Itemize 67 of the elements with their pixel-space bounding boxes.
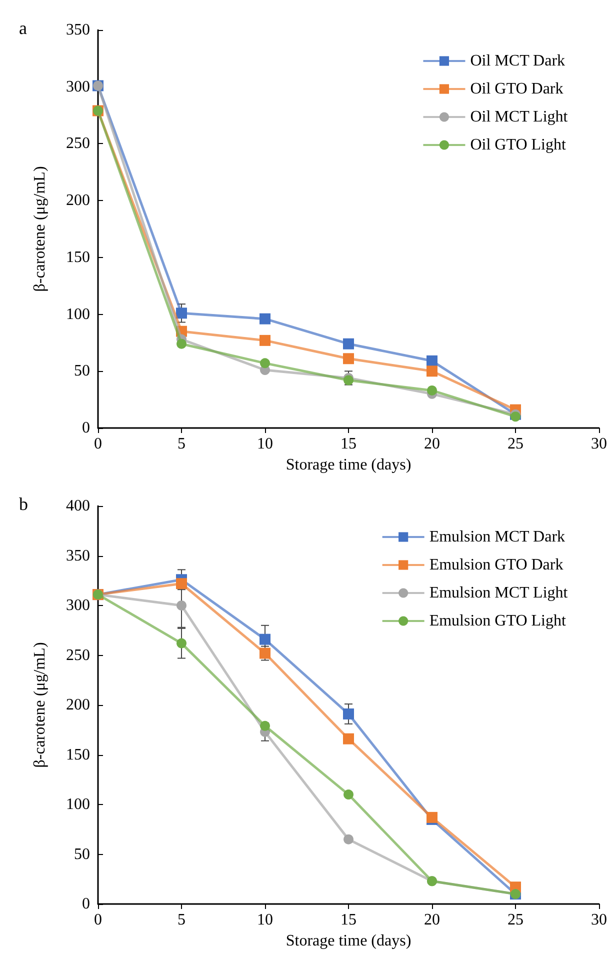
point	[343, 338, 354, 350]
legend-label: Emulsion MCT Light	[429, 584, 568, 602]
point	[344, 834, 354, 844]
legend-label: Emulsion GTO Light	[429, 612, 566, 630]
point	[176, 338, 186, 349]
x-tick-label: 20	[424, 436, 440, 452]
y-tick-label: 350	[66, 547, 90, 564]
y-tick-label: 50	[74, 846, 90, 863]
legend-label: Oil MCT Dark	[470, 52, 566, 70]
y-tick-label: 150	[66, 248, 90, 266]
x-tick-label: 30	[591, 912, 607, 928]
point	[260, 334, 270, 346]
legend-label: Emulsion GTO Dark	[429, 556, 564, 574]
y-tick-label: 200	[66, 696, 90, 714]
point	[344, 790, 354, 800]
point	[176, 638, 186, 648]
x-tick-label: 15	[340, 912, 356, 928]
y-tick-label: 300	[66, 78, 90, 96]
y-tick-label: 400	[66, 498, 90, 514]
y-tick-label: 300	[66, 597, 90, 614]
x-tick-label: 10	[257, 436, 273, 452]
x-tick-label: 0	[94, 436, 102, 452]
x-tick-label: 25	[508, 436, 524, 452]
point	[343, 353, 354, 364]
legend-label: Emulsion MCT Dark	[429, 528, 566, 546]
x-axis-title: Storage time (days)	[286, 932, 412, 950]
y-tick-label: 150	[66, 746, 90, 764]
x-tick-label: 25	[508, 912, 524, 928]
x-tick-label: 10	[257, 912, 273, 928]
point	[176, 308, 187, 319]
y-axis-title: β-carotene (μg/mL)	[32, 642, 48, 768]
y-tick-label: 50	[74, 362, 90, 380]
point	[343, 708, 354, 720]
y-tick-label: 250	[66, 135, 90, 152]
chart-title: b	[19, 494, 28, 514]
x-tick-label: 15	[340, 436, 356, 452]
legend-label: Oil GTO Dark	[470, 80, 564, 98]
point	[260, 358, 270, 368]
x-tick-label: 5	[178, 912, 186, 928]
y-tick-label: 0	[82, 896, 90, 912]
legend-label: Oil MCT Light	[470, 108, 568, 126]
point	[510, 412, 520, 422]
point	[260, 313, 270, 324]
point	[260, 720, 270, 731]
y-tick-label: 0	[82, 420, 90, 436]
point	[344, 375, 354, 386]
x-tick-label: 20	[424, 912, 440, 928]
point	[176, 578, 187, 590]
x-tick-label: 5	[178, 436, 186, 452]
point	[343, 733, 354, 744]
y-tick-label: 250	[66, 646, 90, 664]
point	[426, 366, 438, 377]
point	[426, 355, 438, 366]
x-tick-label: 0	[94, 912, 102, 928]
y-tick-label: 200	[66, 192, 90, 210]
x-tick-label: 30	[591, 436, 607, 452]
x-axis-title: Storage time (days)	[286, 456, 412, 474]
y-tick-label: 100	[66, 306, 90, 323]
y-axis-title: β-carotene (μg/mL)	[32, 166, 48, 292]
point	[427, 385, 437, 396]
y-tick-label: 350	[66, 22, 90, 38]
y-tick-label: 100	[66, 796, 90, 813]
point	[260, 648, 270, 659]
point	[176, 600, 186, 610]
legend-label: Oil GTO Light	[470, 136, 566, 154]
point	[260, 634, 270, 645]
chart-title: a	[19, 18, 27, 38]
